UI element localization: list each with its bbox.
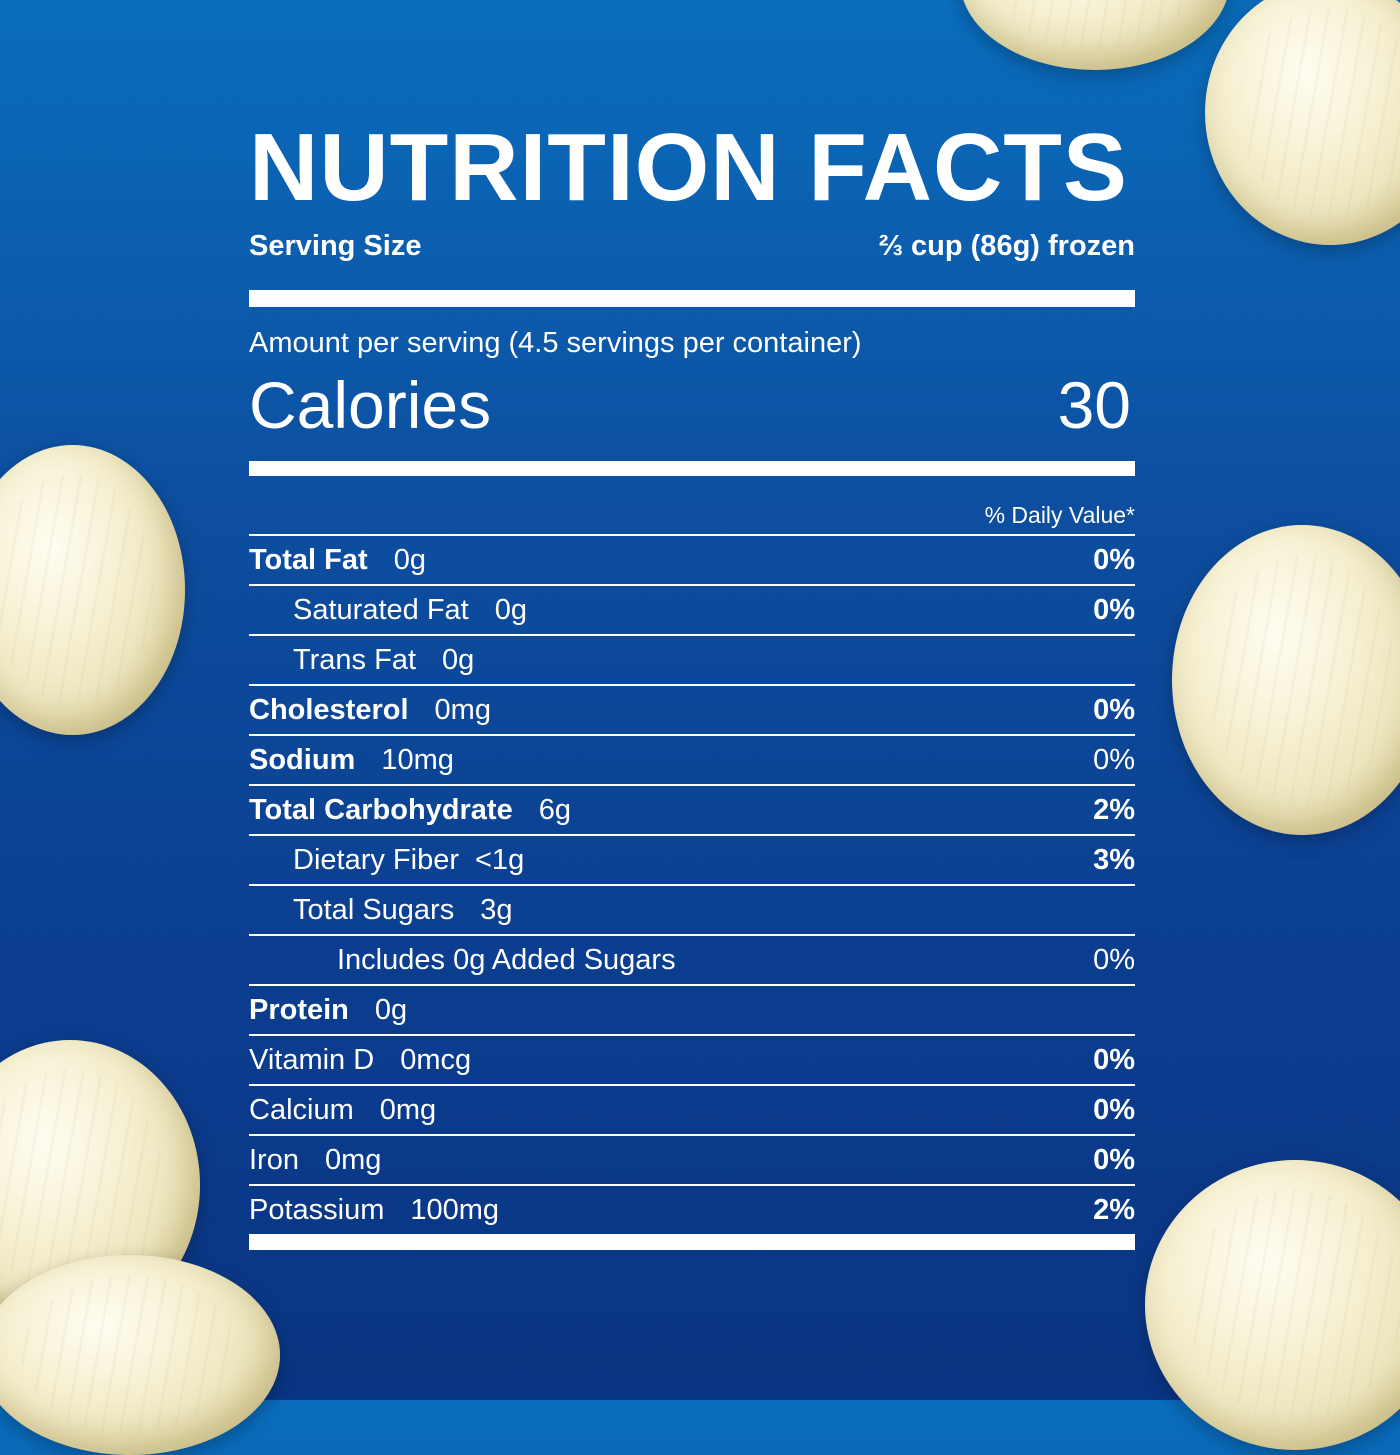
nutrient-amount: 3g (480, 893, 513, 926)
daily-value-header: % Daily Value* (984, 502, 1135, 528)
nutrient-amount: 0mg (324, 1143, 382, 1176)
pearl-onion-icon (0, 445, 185, 735)
nutrient-daily-value: 3% (1093, 843, 1135, 876)
nutrient-daily-value: 0% (1093, 593, 1135, 626)
calories-value: 30 (1057, 368, 1131, 442)
nutrient-row-iron: Iron 0mg 0% (249, 1134, 1135, 1184)
nutrient-row-dietary-fiber: Dietary Fiber <1g 3% (249, 834, 1135, 884)
nutrient-name: Total Sugars (293, 893, 455, 926)
nutrient-row-added-sugars: Includes 0g Added Sugars 0% (249, 934, 1135, 984)
nutrient-row-total-fat: Total Fat 0g 0% (249, 534, 1135, 584)
nutrient-name: Iron (249, 1143, 299, 1176)
pearl-onion-icon (1145, 1160, 1400, 1450)
nutrient-daily-value: 0% (1093, 693, 1135, 726)
nutrient-name: Total Carbohydrate (249, 793, 513, 826)
serving-size-value: ⅔ cup (86g) frozen (878, 230, 1135, 262)
nutrient-daily-value: 0% (1093, 943, 1135, 976)
nutrient-amount: 100mg (410, 1193, 500, 1226)
nutrient-row-sodium: Sodium 10mg 0% (249, 734, 1135, 784)
divider-thick (249, 290, 1135, 307)
nutrient-amount: 0g (442, 643, 475, 676)
calories-row: Calories 30 (249, 367, 1135, 447)
nutrient-name: Cholesterol (249, 693, 409, 726)
divider-bottom (249, 1234, 1135, 1250)
amount-per-serving: Amount per serving (4.5 servings per con… (249, 327, 862, 359)
nutrient-amount: <1g (475, 843, 525, 876)
nutrient-name: Saturated Fat (293, 593, 469, 626)
nutrient-name: Dietary Fiber (293, 843, 459, 876)
pearl-onion-icon (0, 1255, 280, 1455)
nutrient-daily-value: 0% (1093, 1143, 1135, 1176)
nutrient-name: Includes 0g Added Sugars (337, 943, 676, 976)
nutrient-amount: 0g (374, 993, 408, 1026)
divider-medium (249, 461, 1135, 476)
pearl-onion-icon (960, 0, 1230, 70)
nutrient-amount: 0mg (379, 1093, 437, 1126)
nutrient-row-cholesterol: Cholesterol 0mg 0% (249, 684, 1135, 734)
nutrient-amount: 6g (538, 793, 571, 826)
nutrient-row-saturated-fat: Saturated Fat 0g 0% (249, 584, 1135, 634)
serving-size-label: Serving Size (249, 230, 422, 262)
nutrient-row-vitamin-d: Vitamin D 0mcg 0% (249, 1034, 1135, 1084)
nutrient-daily-value: 0% (1093, 1043, 1135, 1076)
nutrient-name: Protein (249, 993, 349, 1026)
pearl-onion-icon (1205, 0, 1400, 245)
nutrient-amount: 0mg (434, 693, 491, 726)
nutrient-row-calcium: Calcium 0mg 0% (249, 1084, 1135, 1134)
calories-label: Calories (249, 368, 492, 442)
nutrient-daily-value: 2% (1093, 793, 1135, 826)
nutrient-name: Trans Fat (293, 643, 417, 676)
nutrient-name: Calcium (249, 1093, 354, 1126)
serving-size-row: Serving Size ⅔ cup (86g) frozen (249, 230, 1135, 272)
nutrient-row-total-sugars: Total Sugars 3g (249, 884, 1135, 934)
nutrient-name: Potassium (249, 1193, 385, 1226)
label-title: NUTRITION FACTS (249, 114, 1128, 221)
pearl-onion-icon (1172, 525, 1400, 835)
nutrient-row-trans-fat: Trans Fat 0g (249, 634, 1135, 684)
nutrient-name: Total Fat (249, 543, 368, 576)
nutrient-name: Vitamin D (249, 1043, 375, 1076)
nutrient-row-total-carbohydrate: Total Carbohydrate 6g 2% (249, 784, 1135, 834)
nutrient-daily-value: 2% (1093, 1193, 1135, 1226)
nutrient-daily-value: 0% (1093, 543, 1135, 576)
nutrient-amount: 0g (393, 543, 426, 576)
nutrient-amount: 0mcg (400, 1043, 472, 1076)
nutrition-facts-label: NUTRITION FACTS Serving Size ⅔ cup (86g)… (249, 120, 1135, 1250)
nutrient-amount: 0g (494, 593, 527, 626)
nutrient-row-protein: Protein 0g (249, 984, 1135, 1034)
nutrient-daily-value: 0% (1093, 743, 1135, 776)
nutrient-name: Sodium (249, 743, 356, 776)
nutrient-amount: 10mg (381, 743, 454, 776)
nutrient-daily-value: 0% (1093, 1093, 1135, 1126)
nutrient-row-potassium: Potassium 100mg 2% (249, 1184, 1135, 1234)
